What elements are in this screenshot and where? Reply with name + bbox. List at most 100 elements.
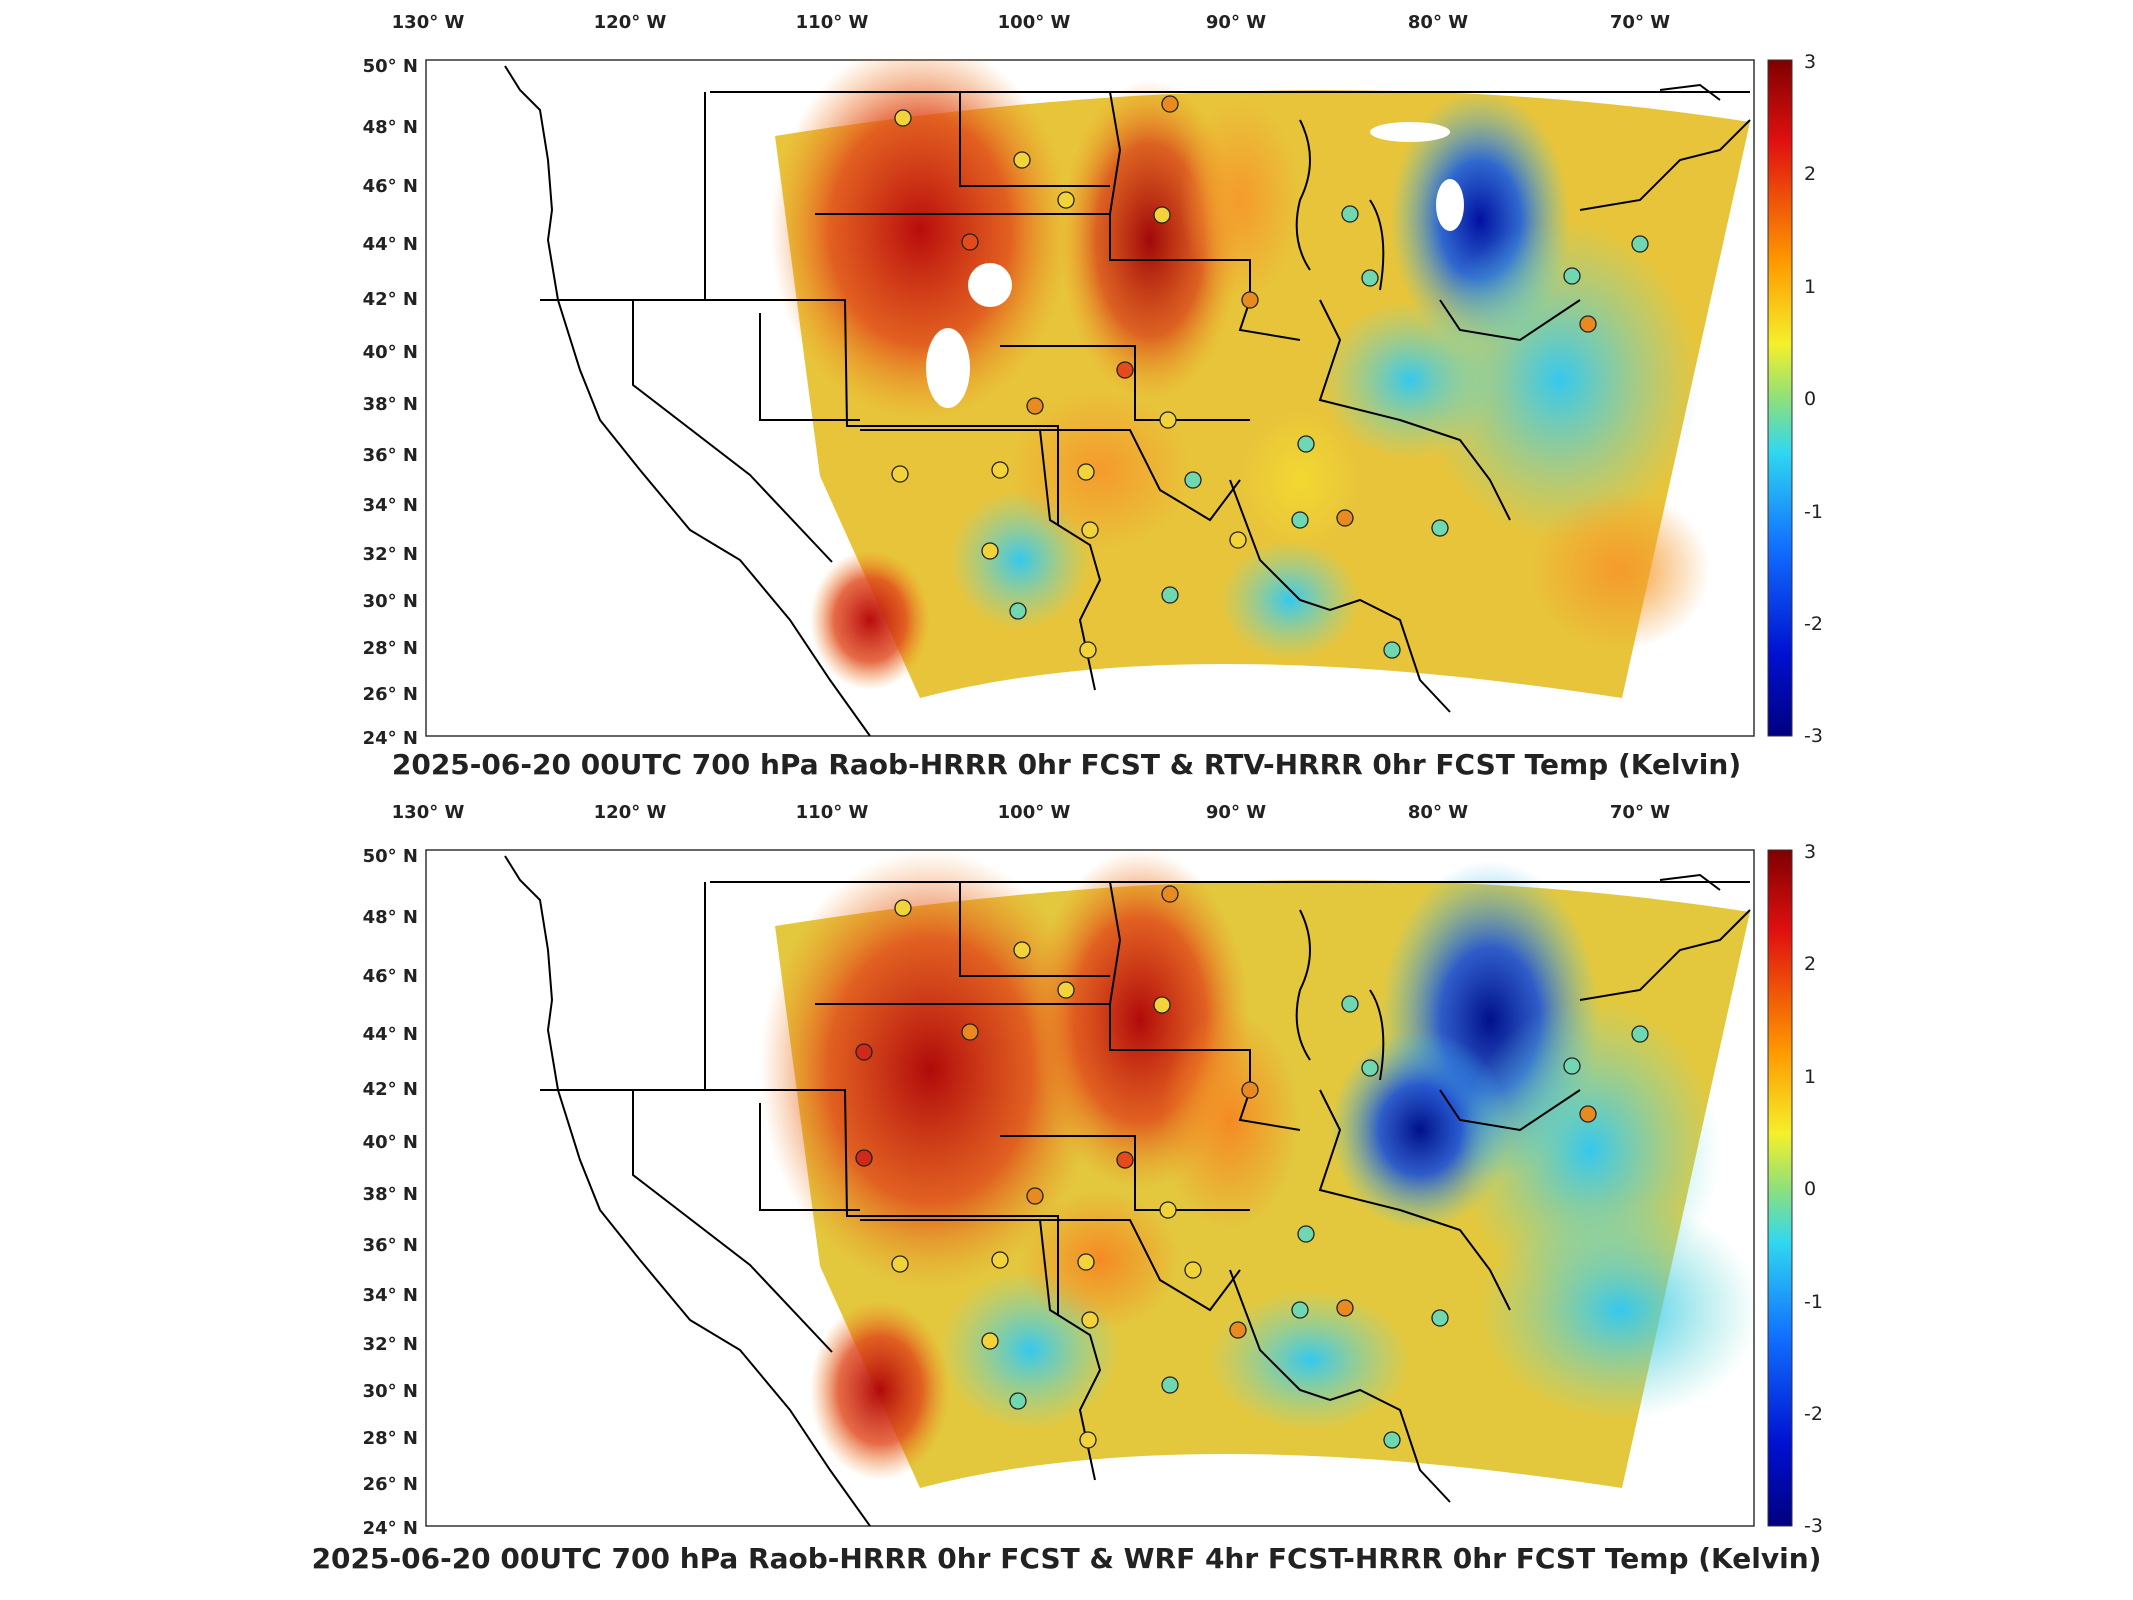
lat-label: 42° N xyxy=(363,289,418,310)
station-marker xyxy=(1341,205,1359,223)
colorbar-tick: 1 xyxy=(1804,276,1816,298)
lat-label: 26° N xyxy=(363,1474,418,1495)
lat-label: 44° N xyxy=(363,1024,418,1045)
station-marker xyxy=(1241,1081,1259,1099)
station-marker xyxy=(1361,269,1379,287)
station-marker xyxy=(1077,1253,1095,1271)
lat-axis-labels: 50° N 48° N 46° N 44° N 42° N 40° N 38° … xyxy=(363,56,418,749)
lon-axis-labels: 130° W 120° W 110° W 100° W 90° W 80° W … xyxy=(392,12,1671,33)
station-marker xyxy=(1361,1059,1379,1077)
borders-layer xyxy=(504,855,1751,1526)
station-marker xyxy=(991,461,1009,479)
station-marker xyxy=(1081,521,1099,539)
colorbar-tick: 0 xyxy=(1804,388,1816,410)
lon-label: 130° W xyxy=(392,802,465,823)
lon-label: 80° W xyxy=(1408,802,1468,823)
station-marker xyxy=(1229,1321,1247,1339)
temperature-field xyxy=(760,850,1754,1488)
station-marker xyxy=(1241,291,1259,309)
lat-label: 28° N xyxy=(363,638,418,659)
lat-label: 34° N xyxy=(363,1285,418,1306)
station-marker xyxy=(1291,1301,1309,1319)
lat-label: 36° N xyxy=(363,1235,418,1256)
lat-label: 44° N xyxy=(363,234,418,255)
colorbar-tick: 0 xyxy=(1804,1178,1816,1200)
lon-label: 120° W xyxy=(594,12,667,33)
lat-label: 34° N xyxy=(363,495,418,516)
lat-label: 46° N xyxy=(363,176,418,197)
lat-label: 38° N xyxy=(363,394,418,415)
colorbar-tick: 1 xyxy=(1804,1066,1816,1088)
station-marker xyxy=(991,1251,1009,1269)
station-marker xyxy=(1116,361,1134,379)
lon-label: 90° W xyxy=(1206,12,1266,33)
lat-label: 48° N xyxy=(363,907,418,928)
colorbar-tick: -1 xyxy=(1804,501,1823,523)
lat-label: 46° N xyxy=(363,966,418,987)
lat-label: 38° N xyxy=(363,1184,418,1205)
station-marker xyxy=(1336,509,1354,527)
lon-label: 110° W xyxy=(796,802,869,823)
lon-label: 70° W xyxy=(1610,802,1670,823)
lon-label: 110° W xyxy=(796,12,869,33)
lat-label: 40° N xyxy=(363,342,418,363)
station-marker xyxy=(1079,641,1097,659)
station-marker xyxy=(1159,1201,1177,1219)
colorbar: 3 2 1 0 -1 -2 -3 xyxy=(1767,841,1823,1537)
station-marker xyxy=(1159,411,1177,429)
station-marker xyxy=(1009,1392,1027,1410)
station-marker xyxy=(855,1043,873,1061)
station-marker xyxy=(891,1255,909,1273)
station-marker xyxy=(1341,995,1359,1013)
station-marker xyxy=(961,1023,979,1041)
lat-label: 30° N xyxy=(363,1381,418,1402)
lat-label: 32° N xyxy=(363,544,418,565)
panel-top: 130° W 120° W 110° W 100° W 90° W 80° W … xyxy=(0,0,2133,790)
lat-label: 48° N xyxy=(363,117,418,138)
lat-label: 32° N xyxy=(363,1334,418,1355)
colorbar-tick: 3 xyxy=(1804,51,1816,73)
map-top: 130° W 120° W 110° W 100° W 90° W 80° W … xyxy=(363,12,1823,749)
station-marker xyxy=(1057,981,1075,999)
station-marker xyxy=(1161,586,1179,604)
station-marker xyxy=(1081,1311,1099,1329)
station-marker xyxy=(1079,1431,1097,1449)
station-marker xyxy=(1291,511,1309,529)
panel-title: 2025-06-20 00UTC 700 hPa Raob-HRRR 0hr F… xyxy=(391,748,1742,781)
colorbar-tick: -3 xyxy=(1804,725,1823,747)
panel-title: 2025-06-20 00UTC 700 hPa Raob-HRRR 0hr F… xyxy=(311,1542,1822,1575)
station-marker xyxy=(1026,1187,1044,1205)
station-marker xyxy=(891,465,909,483)
station-marker xyxy=(1153,206,1171,224)
station-marker xyxy=(1009,602,1027,620)
lon-label: 80° W xyxy=(1408,12,1468,33)
station-marker xyxy=(1229,531,1247,549)
lon-label: 100° W xyxy=(998,12,1071,33)
lat-label: 50° N xyxy=(363,56,418,77)
colorbar-tick: 2 xyxy=(1804,953,1816,975)
lat-axis-labels: 50° N 48° N 46° N 44° N 42° N 40° N 38° … xyxy=(363,846,418,1539)
lat-label: 28° N xyxy=(363,1428,418,1449)
station-marker xyxy=(1383,1431,1401,1449)
panel-bottom: 130° W 120° W 110° W 100° W 90° W 80° W … xyxy=(0,790,2133,1600)
borders-layer xyxy=(504,65,1751,736)
lon-label: 100° W xyxy=(998,802,1071,823)
station-marker xyxy=(1431,519,1449,537)
colorbar-tick: -3 xyxy=(1804,1515,1823,1537)
lat-label: 42° N xyxy=(363,1079,418,1100)
station-marker xyxy=(1013,151,1031,169)
station-marker xyxy=(1184,1261,1202,1279)
station-marker xyxy=(1077,463,1095,481)
station-marker xyxy=(1297,1225,1315,1243)
station-marker xyxy=(1336,1299,1354,1317)
station-marker xyxy=(1161,885,1179,903)
lat-label: 24° N xyxy=(363,728,418,749)
station-marker xyxy=(894,899,912,917)
lat-label: 24° N xyxy=(363,1518,418,1539)
lat-label: 26° N xyxy=(363,684,418,705)
lat-label: 30° N xyxy=(363,591,418,612)
station-marker xyxy=(1631,235,1649,253)
colorbar-tick: -1 xyxy=(1804,1291,1823,1313)
station-marker xyxy=(1297,435,1315,453)
lat-label: 36° N xyxy=(363,445,418,466)
